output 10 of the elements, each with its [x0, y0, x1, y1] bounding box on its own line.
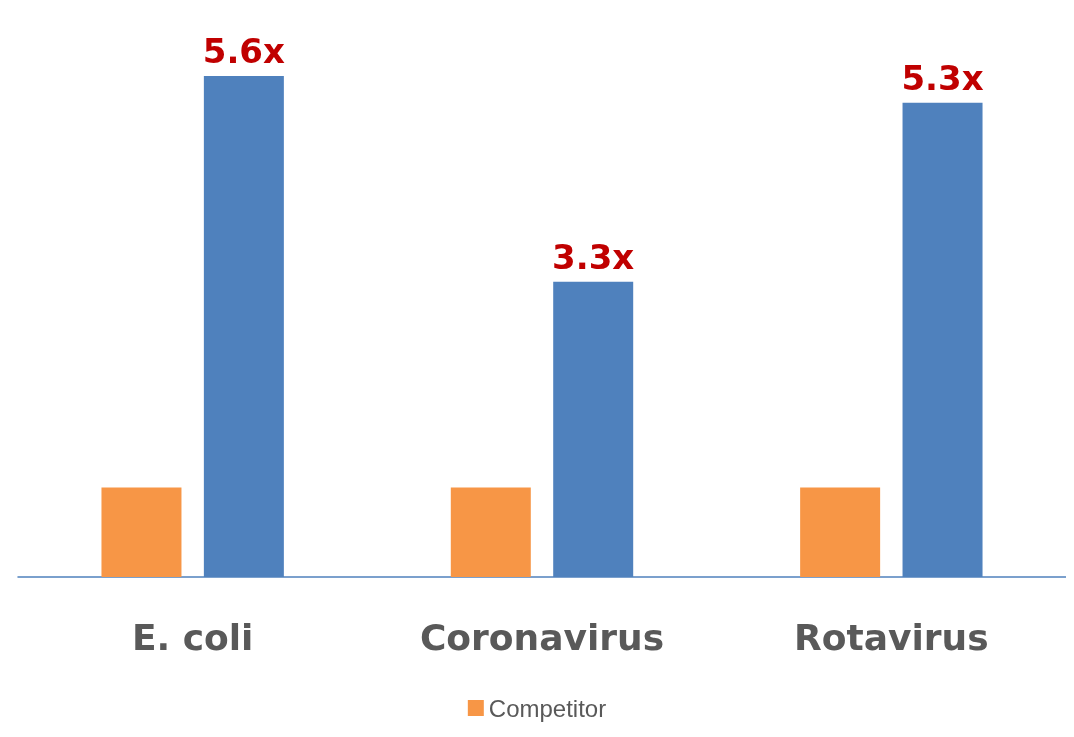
bar — [101, 487, 182, 577]
data-label: 5.6x — [202, 31, 286, 71]
data-label: 3.3x — [552, 236, 635, 277]
bar — [450, 487, 531, 577]
bar — [800, 487, 881, 577]
data-label: 5.3x — [901, 57, 984, 98]
x-tick-label: Coronavirus — [419, 616, 665, 658]
legend-label: Competitor — [488, 694, 607, 722]
x-tick-label: E. coli — [131, 616, 254, 658]
x-tick-label: Rotavirus — [794, 616, 989, 658]
